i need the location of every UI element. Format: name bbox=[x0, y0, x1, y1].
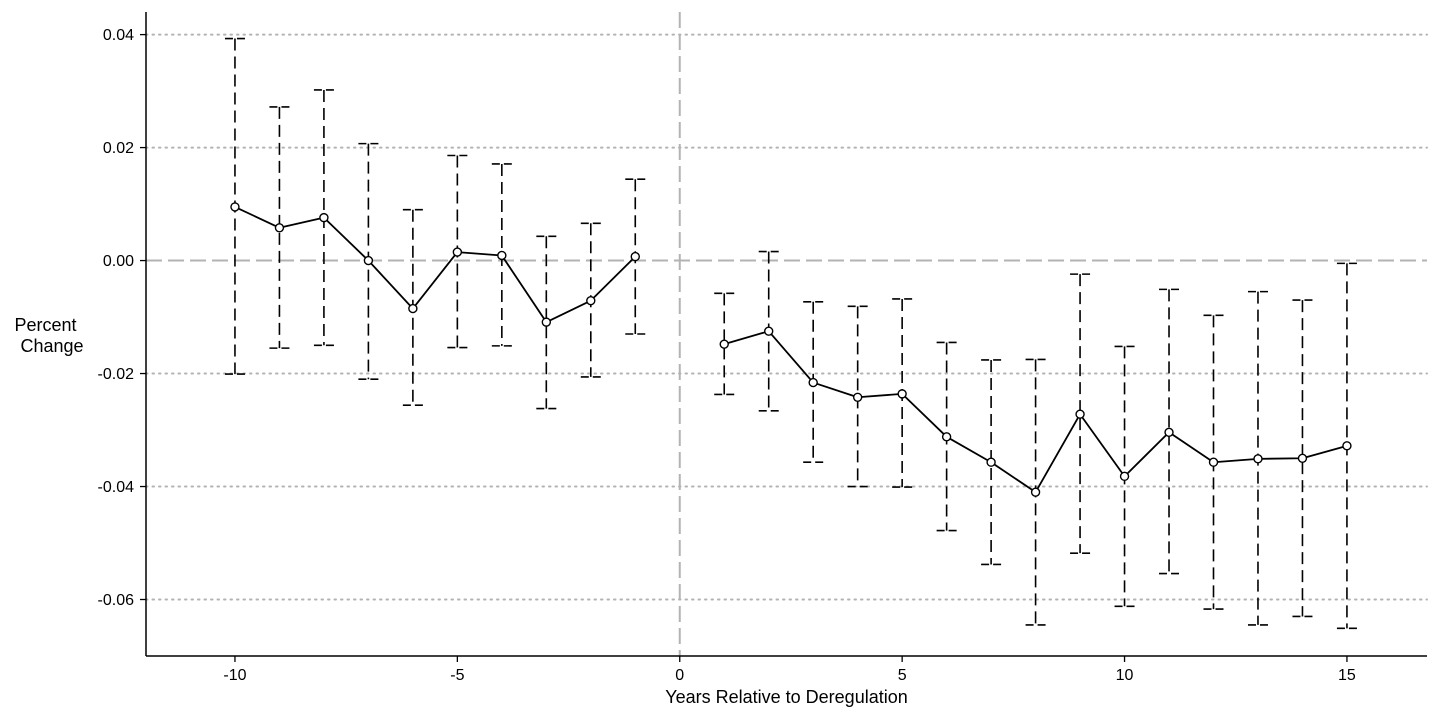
y-tick-label: 0.04 bbox=[103, 27, 134, 44]
estimate-point bbox=[1119, 471, 1130, 482]
estimate-point bbox=[363, 255, 374, 266]
estimate-point bbox=[1164, 427, 1174, 437]
estimate-points bbox=[230, 202, 1352, 497]
estimate-point bbox=[1342, 441, 1352, 451]
axis-labels: Years Relative to Deregulation Percent C… bbox=[14, 315, 907, 707]
estimate-point bbox=[941, 432, 952, 442]
estimate-lines bbox=[234, 206, 1348, 494]
y-tick-label: -0.04 bbox=[98, 479, 135, 496]
estimate-line bbox=[234, 206, 636, 324]
estimate-point bbox=[1208, 457, 1219, 467]
estimate-point bbox=[274, 223, 285, 233]
estimate-point bbox=[764, 326, 774, 336]
y-tick-label: 0.02 bbox=[103, 140, 134, 157]
y-axis-title-line-1: Percent bbox=[14, 315, 76, 335]
estimate-point bbox=[1030, 487, 1041, 497]
estimate-point bbox=[852, 392, 863, 402]
confidence-intervals bbox=[224, 37, 1357, 630]
estimate-point bbox=[541, 317, 552, 327]
estimate-point bbox=[1253, 454, 1263, 464]
y-axis-title: Percent Change bbox=[14, 315, 83, 356]
estimate-point bbox=[1297, 453, 1308, 463]
estimate-point bbox=[897, 389, 907, 399]
axes: 0.04 0.02 0.00 -0.02 -0.04 -0.06 -10 -5 0 5 10 15 bbox=[98, 12, 1427, 684]
y-axis-title-line-2: Change bbox=[20, 336, 83, 356]
estimate-point bbox=[1075, 409, 1085, 419]
estimate-point bbox=[408, 303, 418, 314]
estimate-point bbox=[630, 251, 640, 262]
estimate-point bbox=[719, 339, 729, 349]
estimate-point bbox=[808, 377, 818, 388]
x-tick-label: 15 bbox=[1338, 667, 1356, 684]
x-tick-label: -10 bbox=[223, 667, 246, 684]
estimate-point bbox=[497, 250, 507, 261]
reference-lines bbox=[146, 12, 1427, 656]
x-tick-label: 10 bbox=[1116, 667, 1134, 684]
estimate-point bbox=[319, 212, 329, 223]
y-tick-label: -0.06 bbox=[98, 592, 135, 609]
x-tick-label: 0 bbox=[675, 667, 684, 684]
x-tick-label: 5 bbox=[898, 667, 907, 684]
estimate-point bbox=[586, 295, 596, 306]
x-tick-label: -5 bbox=[450, 667, 464, 684]
y-tick-label: 0.00 bbox=[103, 253, 134, 270]
x-axis-title: Years Relative to Deregulation bbox=[665, 687, 907, 707]
estimate-point bbox=[986, 457, 996, 467]
y-tick-label: -0.02 bbox=[98, 366, 135, 383]
estimate-point bbox=[452, 247, 463, 257]
grid-layer bbox=[145, 33, 1428, 601]
estimate-point bbox=[230, 202, 240, 212]
